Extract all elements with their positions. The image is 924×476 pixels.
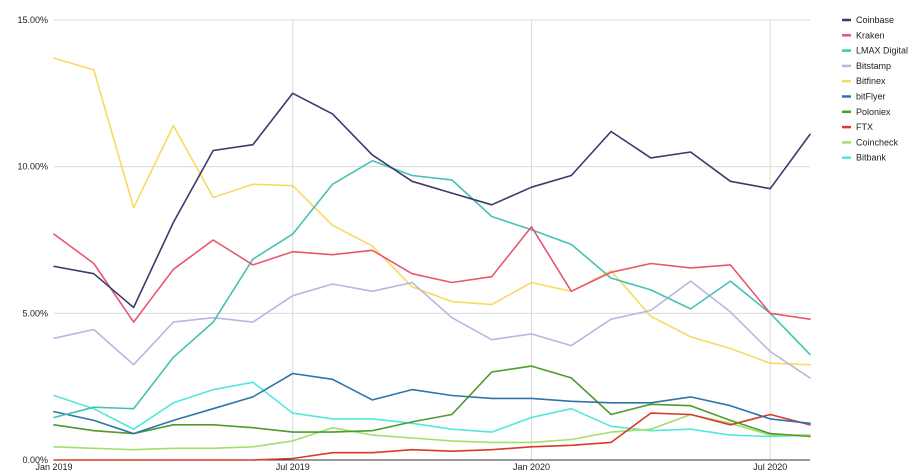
x-tick-label: Jul 2019 — [276, 462, 310, 472]
legend-label: Kraken — [856, 30, 885, 40]
legend-item: LMAX Digital — [842, 46, 908, 56]
legend-label: bitFlyer — [856, 92, 886, 102]
series-line-coincheck — [53, 413, 811, 451]
gridlines — [54, 19, 810, 460]
series-lines — [53, 57, 811, 461]
legend-item: Coincheck — [842, 137, 899, 147]
series-line-lmax-digital — [53, 160, 811, 419]
legend-item: Coinbase — [842, 15, 894, 25]
legend-item: Bitstamp — [842, 61, 891, 71]
y-tick-label: 15.00% — [17, 15, 48, 25]
axes: 0.00% 5.00% 10.00% 15.00% Jan 2019 Jul 2019 Ja… — [17, 15, 810, 472]
legend: Coinbase Kraken LMAX Digital Bitstamp Bitfin… — [842, 15, 908, 163]
x-tick-label: Jan 2020 — [513, 462, 550, 472]
x-tick-label: Jan 2019 — [35, 462, 72, 472]
y-tick-label: 0.00% — [22, 455, 48, 465]
legend-label: Bitfinex — [856, 76, 886, 86]
series-line-kraken — [53, 226, 811, 323]
legend-label: FTX — [856, 122, 873, 132]
legend-item: Kraken — [842, 30, 885, 40]
y-tick-label: 5.00% — [22, 308, 48, 318]
legend-label: Coinbase — [856, 15, 894, 25]
series-line-poloniex — [53, 365, 811, 438]
series-line-bitbank — [53, 381, 811, 438]
legend-label: Poloniex — [856, 107, 891, 117]
legend-item: FTX — [842, 122, 873, 132]
legend-label: LMAX Digital — [856, 46, 908, 56]
legend-label: Coincheck — [856, 137, 899, 147]
legend-item: bitFlyer — [842, 92, 886, 102]
series-line-bitflyer — [53, 372, 811, 435]
legend-item: Bitfinex — [842, 76, 886, 86]
legend-item: Poloniex — [842, 107, 891, 117]
series-line-bitstamp — [53, 280, 811, 379]
series-line-ftx — [53, 412, 811, 461]
legend-item: Bitbank — [842, 153, 887, 163]
x-tick-label: Jul 2020 — [753, 462, 787, 472]
legend-label: Bitbank — [856, 153, 887, 163]
series-line-bitfinex — [53, 57, 811, 366]
y-tick-label: 10.00% — [17, 162, 48, 172]
legend-label: Bitstamp — [856, 61, 891, 71]
series-line-coinbase — [53, 92, 811, 309]
